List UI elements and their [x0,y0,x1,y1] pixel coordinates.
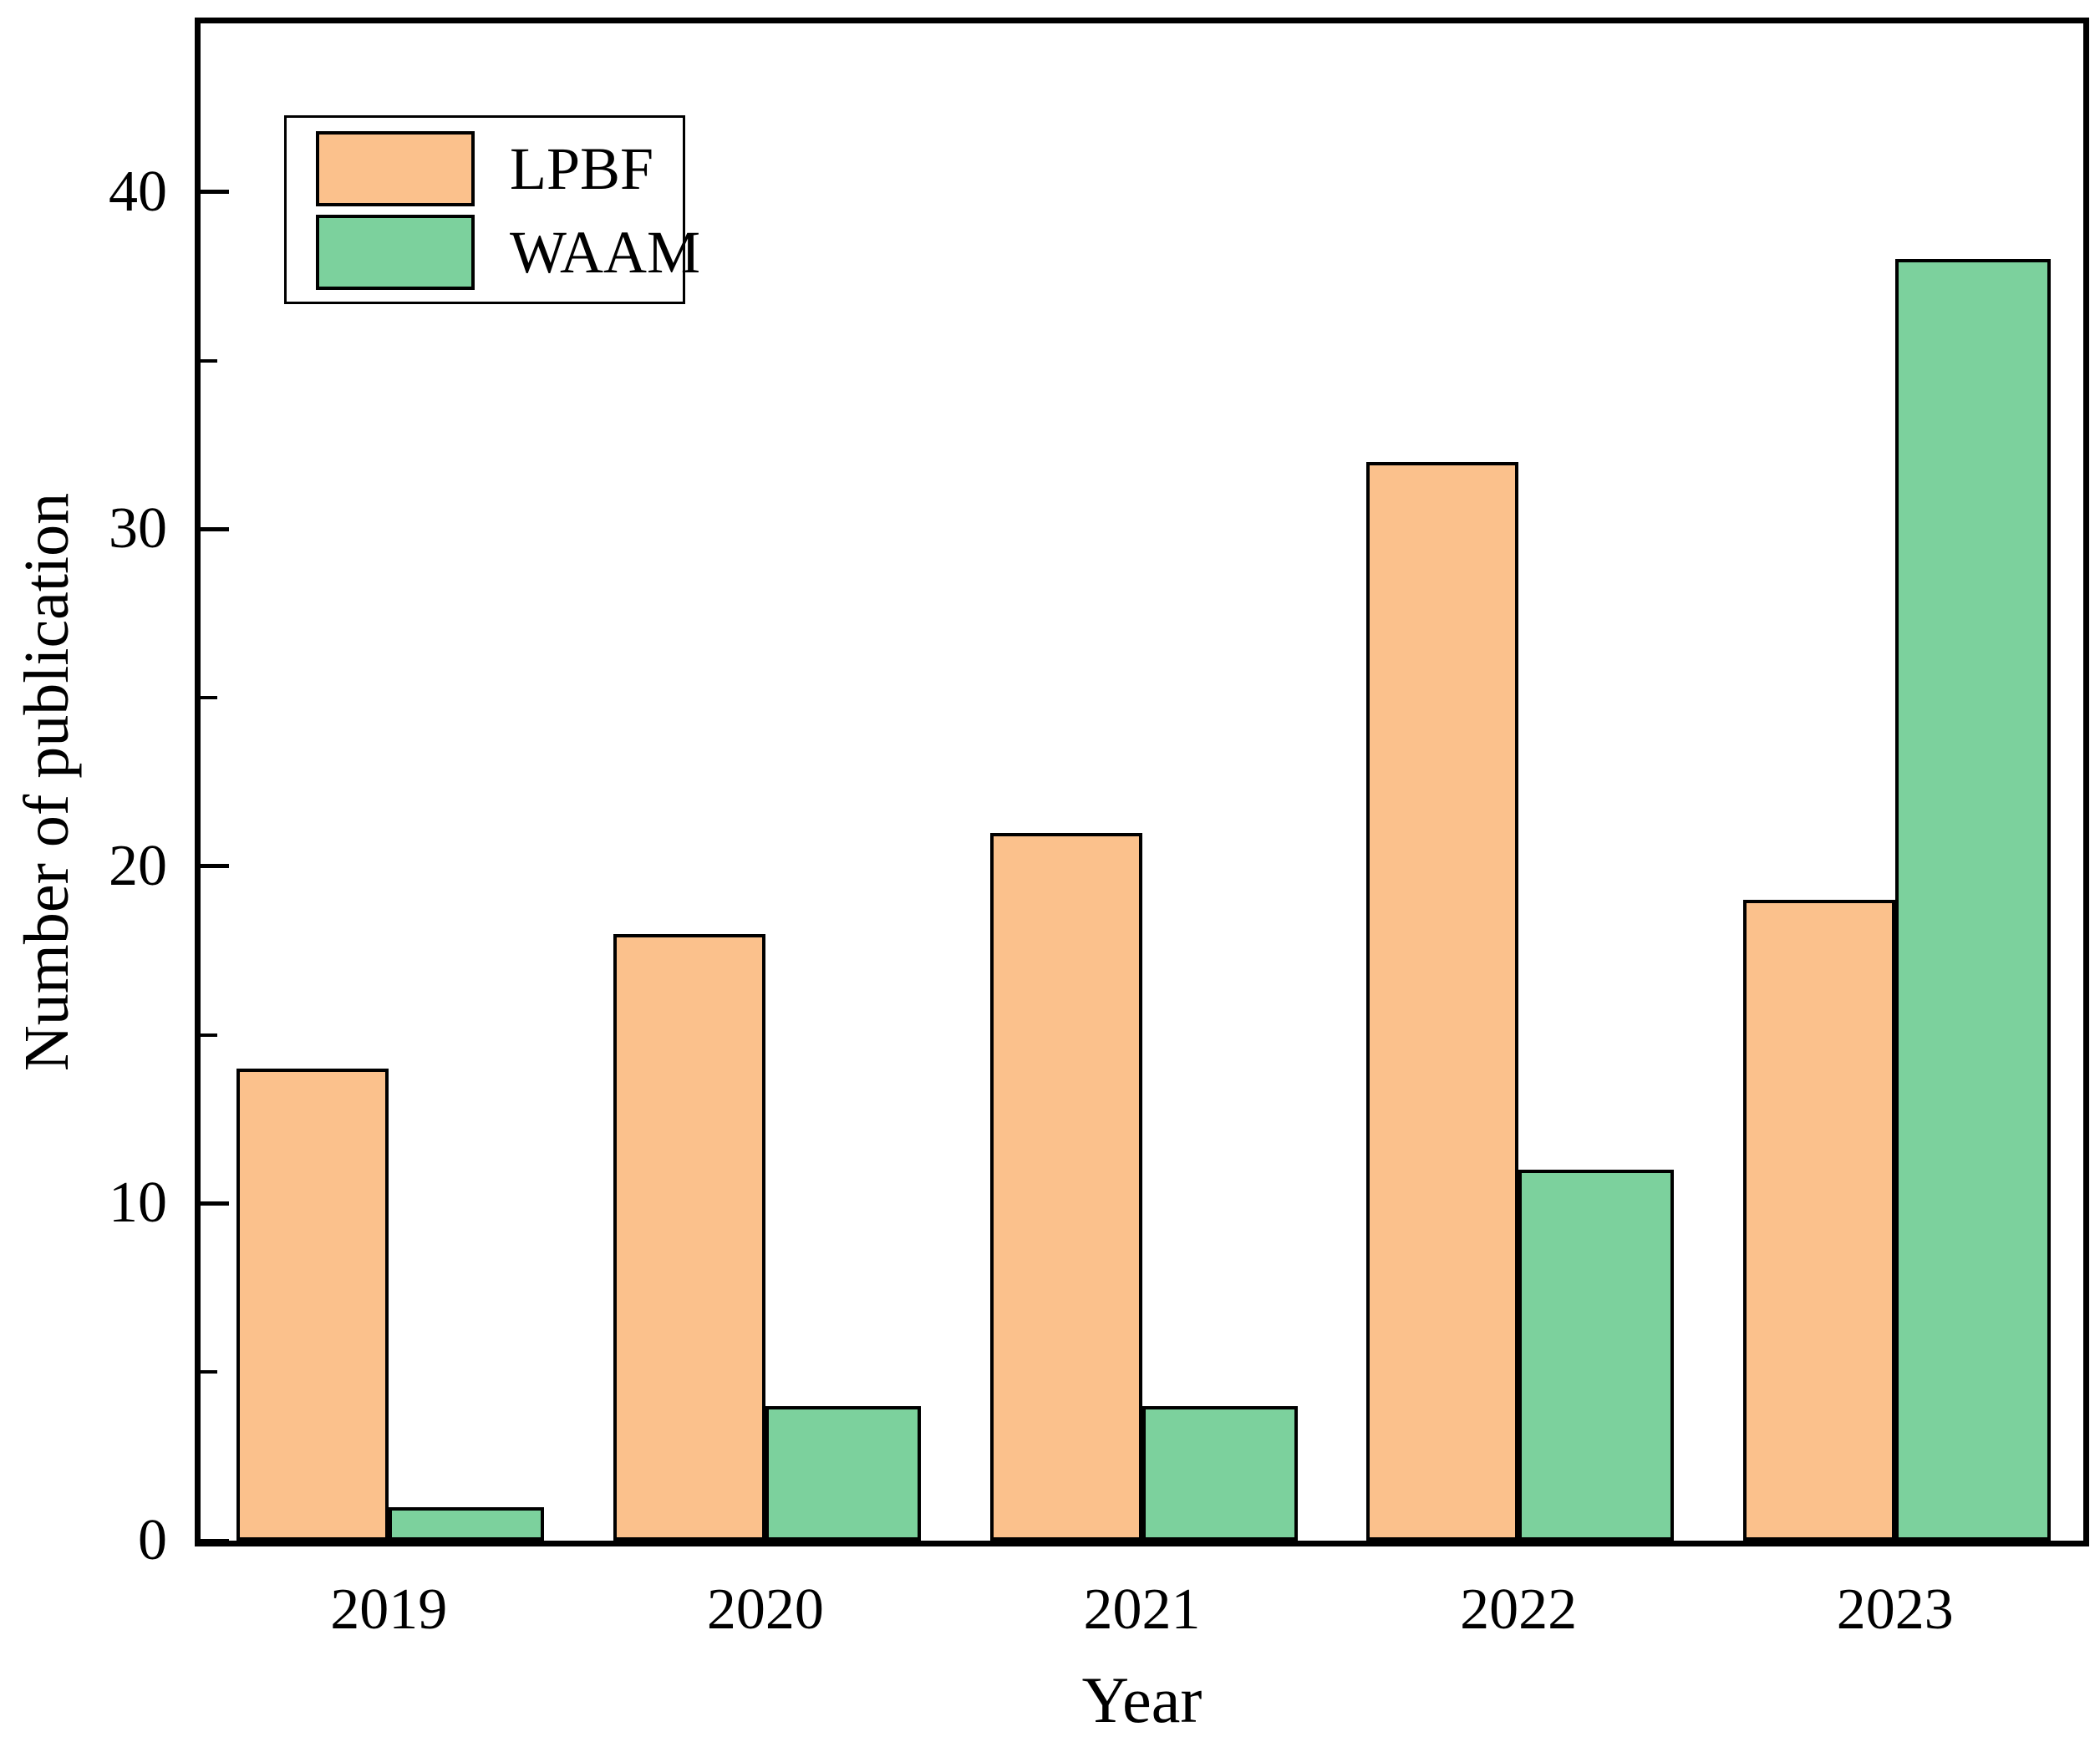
legend-label-lpbf: LPBF [510,135,654,202]
y-major-tick [201,864,229,869]
bar-waam-2019 [389,1507,545,1541]
y-tick-label-0: 0 [138,1508,167,1572]
legend-item-waam: WAAM [316,212,700,292]
y-minor-tick [201,696,217,700]
legend-swatch-waam [316,215,475,290]
bar-waam-2022 [1518,1170,1675,1541]
bar-lpbf-2023 [1742,900,1895,1541]
legend: LPBF WAAM [284,115,700,304]
bar-lpbf-2021 [989,833,1142,1541]
y-minor-tick [201,358,217,363]
y-tick-label-10: 10 [109,1171,167,1236]
bar-waam-2021 [1142,1406,1298,1541]
x-tick-label-2019: 2019 [330,1577,448,1642]
x-tick-label-2020: 2020 [706,1577,824,1642]
x-tick-label-2023: 2023 [1836,1577,1954,1642]
x-tick-label-2021: 2021 [1083,1577,1201,1642]
legend-item-lpbf: LPBF [316,129,653,209]
y-tick-label-40: 40 [109,159,167,224]
bar-waam-2023 [1894,259,2051,1541]
y-minor-tick [201,1370,217,1374]
y-tick-label-30: 30 [109,496,167,561]
bar-lpbf-2022 [1366,462,1519,1541]
bar-lpbf-2019 [236,1069,389,1541]
plot-area-border [195,18,2089,1546]
y-major-tick [201,526,229,531]
y-major-tick [201,190,229,195]
y-major-tick [201,1538,229,1543]
legend-swatch-lpbf [316,131,475,206]
bar-waam-2020 [765,1406,921,1541]
legend-label-waam: WAAM [510,219,700,286]
y-major-tick [201,1201,229,1206]
x-axis-title: Year [1081,1663,1203,1736]
bar-lpbf-2020 [613,934,765,1541]
y-tick-label-20: 20 [109,833,167,898]
y-minor-tick [201,1033,217,1037]
y-axis-title: Number of publication [12,492,82,1072]
x-tick-label-2022: 2022 [1460,1577,1578,1642]
